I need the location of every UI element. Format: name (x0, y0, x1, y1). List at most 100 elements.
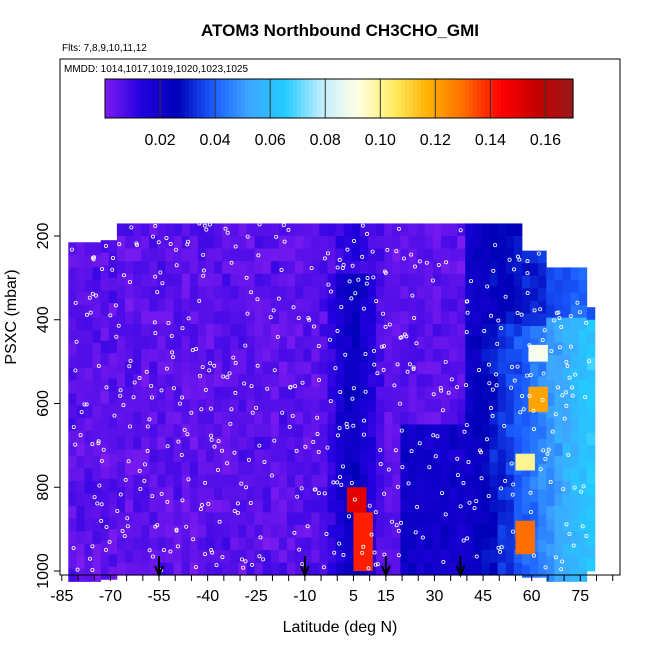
heatmap-cell (513, 236, 523, 249)
track-point (297, 547, 302, 552)
heatmap-cell (262, 323, 272, 337)
heatmap-cell (376, 424, 385, 438)
heatmap-cell (465, 550, 474, 564)
heatmap-cell (586, 533, 596, 547)
heatmap-cell (457, 524, 466, 538)
heatmap-cell (408, 487, 418, 501)
heatmap-cell (230, 323, 239, 337)
heatmap-cell (384, 374, 393, 388)
track-point (272, 368, 277, 373)
heatmap-cell (116, 386, 126, 400)
track-point (268, 315, 273, 320)
heatmap-cell (392, 273, 401, 287)
heatmap-cell (141, 424, 150, 438)
heatmap-cell (481, 336, 490, 350)
track-point (217, 519, 222, 524)
heatmap-cell (513, 562, 523, 576)
heatmap-cell (570, 267, 580, 281)
heatmap-cell (230, 462, 239, 476)
heatmap-cell (319, 474, 328, 488)
heatmap-cell (343, 286, 353, 300)
heatmap-cell (359, 323, 369, 337)
heatmap-cell (538, 564, 547, 578)
heatmap-cell (197, 374, 207, 388)
track-point (509, 365, 514, 370)
heatmap-cell (392, 336, 401, 350)
heatmap-cell (465, 286, 474, 300)
heatmap-cell (384, 236, 393, 249)
heatmap-cell (141, 449, 150, 463)
track-point (404, 334, 409, 339)
heatmap-cell (465, 361, 474, 375)
track-point (99, 502, 104, 507)
heatmap-cell (287, 336, 296, 350)
colorbar-segment (249, 79, 254, 118)
heatmap-cell (214, 236, 223, 249)
heatmap-cell (311, 399, 320, 413)
heatmap-cell (197, 487, 207, 501)
track-point (580, 524, 585, 529)
heatmap-cell (270, 336, 280, 350)
heatmap-cell (586, 357, 596, 371)
heatmap-cell (554, 468, 563, 482)
heatmap-cell (165, 524, 175, 538)
heatmap-cell (457, 424, 466, 438)
track-point (352, 239, 357, 244)
track-point (152, 320, 157, 325)
heatmap-cell (408, 512, 418, 526)
heatmap-cell (116, 462, 126, 476)
heatmap-cell (408, 374, 418, 388)
colorbar-segment (265, 79, 270, 118)
track-point (186, 239, 191, 244)
heatmap-cell (513, 512, 523, 526)
heatmap-cell (424, 223, 434, 237)
heatmap-cell (214, 386, 223, 400)
heatmap-cell (554, 493, 563, 507)
heatmap-cell (287, 361, 296, 375)
heatmap-cell (149, 524, 158, 538)
heatmap-cell (538, 552, 547, 566)
heatmap-cell (133, 499, 142, 513)
heatmap-cell (141, 323, 150, 337)
heatmap-cell (222, 512, 231, 526)
track-point (573, 372, 578, 377)
heatmap-cell (392, 512, 401, 526)
colorbar-segment (105, 79, 110, 118)
track-point (160, 281, 165, 286)
track-point (493, 243, 498, 248)
track-point (458, 228, 463, 233)
heatmap-cell (197, 399, 207, 413)
heatmap-cell (505, 273, 515, 287)
track-point (185, 242, 190, 247)
heatmap-cell (457, 223, 466, 237)
heatmap-cell (400, 437, 409, 450)
heatmap-cell (278, 273, 288, 287)
heatmap-cell (254, 487, 264, 501)
colorbar-segment (113, 79, 118, 118)
track-point (490, 413, 495, 418)
track-point (324, 531, 329, 536)
track-point (97, 483, 102, 488)
heatmap-cell (343, 223, 353, 237)
heatmap-cell (578, 443, 588, 457)
heatmap-cell (173, 361, 183, 375)
heatmap-cell (521, 413, 531, 427)
heatmap-cell (465, 562, 474, 576)
heatmap-cell (562, 430, 571, 444)
heatmap-cell (262, 537, 272, 551)
heatmap-cell (303, 311, 312, 325)
track-point (458, 504, 463, 509)
heatmap-cell (165, 399, 175, 413)
heatmap-cell (197, 236, 207, 249)
track-point (125, 516, 130, 521)
track-point (107, 539, 112, 544)
heatmap-cell (359, 374, 369, 388)
heatmap-cell (270, 487, 280, 501)
colorbar-segment (157, 79, 162, 118)
heatmap-cell (124, 386, 134, 400)
track-point (390, 519, 395, 524)
heatmap-cell (546, 279, 555, 293)
heatmap-cell (351, 437, 361, 450)
heatmap-cell (554, 367, 563, 381)
heatmap-cell (384, 248, 393, 262)
